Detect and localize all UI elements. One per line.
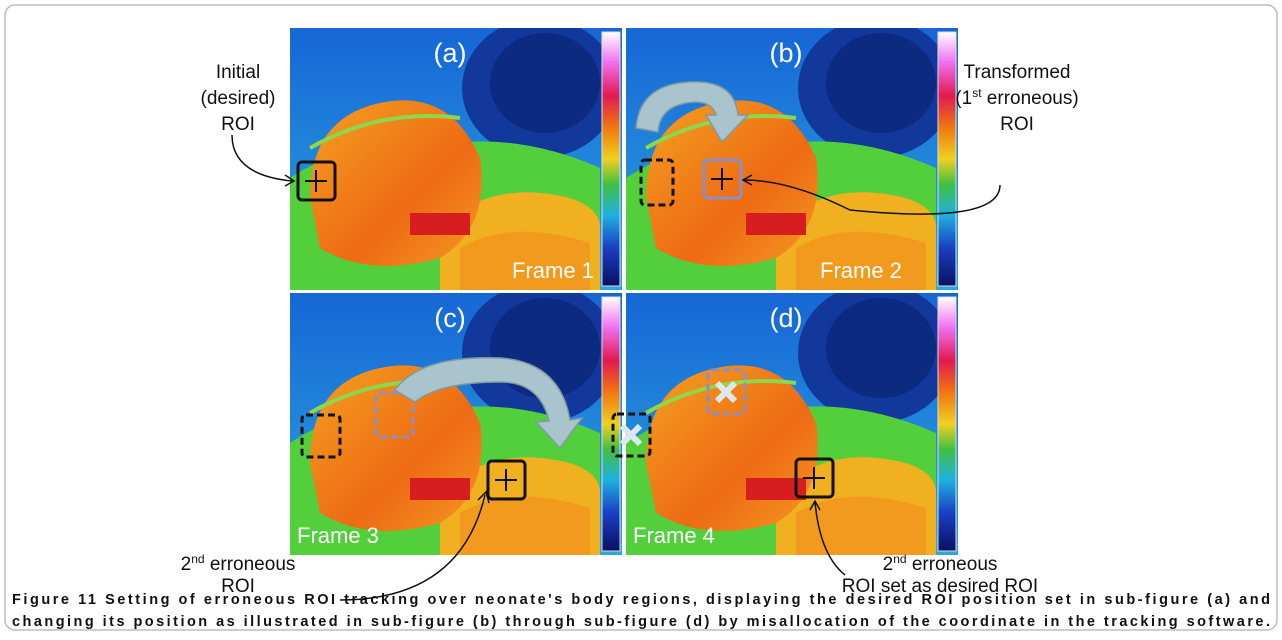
annotation-part: erroneous <box>907 554 998 575</box>
annotation: (1st erroneous) <box>955 86 1078 109</box>
annotation: Transformed <box>964 62 1071 83</box>
frame-label: Frame 1 <box>512 258 594 283</box>
annotation: 2nd erroneous <box>883 552 998 575</box>
caption-line: changing its position as illustrated in … <box>12 614 1270 630</box>
caption-line: Figure 11 Setting of erroneous ROI track… <box>12 592 1270 608</box>
annotation: ROI <box>221 114 255 135</box>
annotation-part: erroneous) <box>982 88 1079 109</box>
superscript: nd <box>893 552 906 566</box>
panel-label: (b) <box>770 38 803 68</box>
annotation: Initial <box>216 62 260 83</box>
frame-label: Frame 2 <box>820 258 902 283</box>
panel-label: (a) <box>434 38 467 68</box>
caption-text: Setting of erroneous ROI tracking over n… <box>99 592 1270 608</box>
caption-label: Figure 11 <box>12 592 96 608</box>
annotation-part: erroneous <box>205 554 296 575</box>
figure: (a) (b) (c) (d) Frame 1 Frame 2 Frame 3 … <box>0 0 1282 635</box>
annotation-part: 2 <box>181 554 192 575</box>
annotation-part: (1 <box>955 88 972 109</box>
superscript: nd <box>191 552 204 566</box>
frame-label: Frame 4 <box>633 523 715 548</box>
frame-label: Frame 3 <box>297 523 379 548</box>
annotation: (desired) <box>201 88 276 109</box>
panel-label: (c) <box>434 303 465 333</box>
annotation: ROI <box>1000 114 1034 135</box>
panel-label: (d) <box>770 303 803 333</box>
annotation-part: 2 <box>883 554 894 575</box>
annotation: 2nd erroneous <box>181 552 296 575</box>
